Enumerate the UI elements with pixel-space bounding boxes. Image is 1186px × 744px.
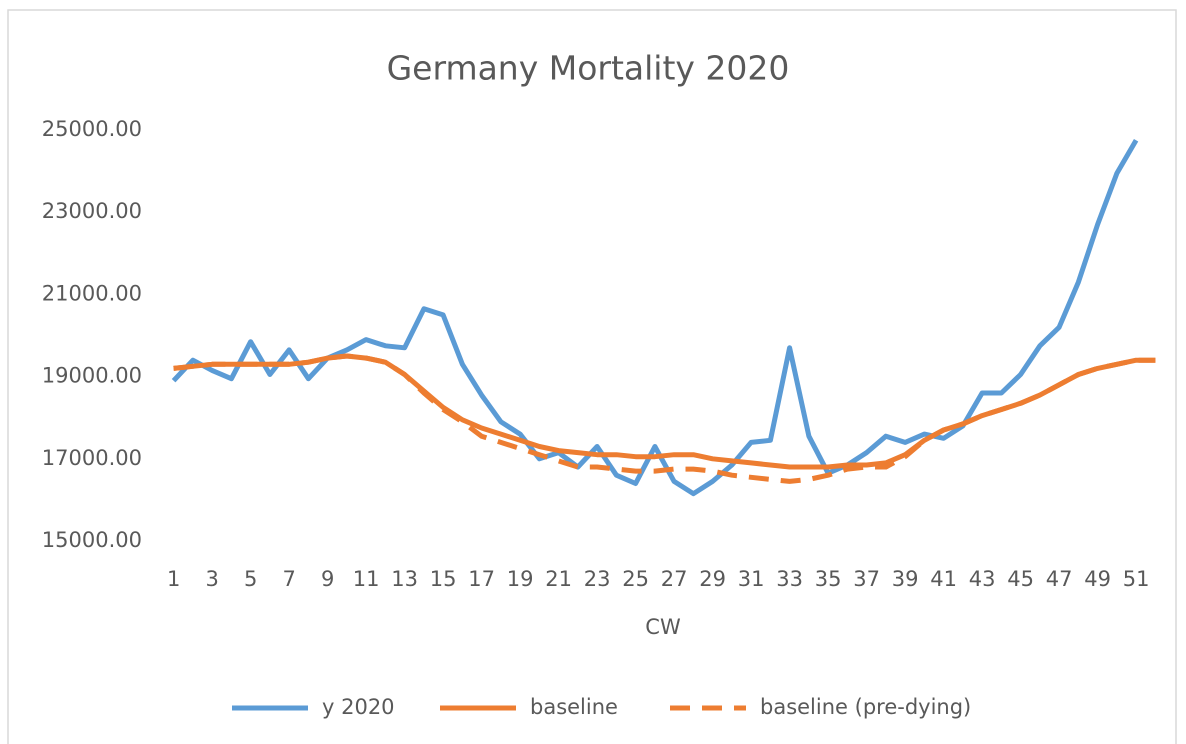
x-tick-label: 41 xyxy=(930,567,957,591)
x-tick-label: 25 xyxy=(622,567,649,591)
chart-title: Germany Mortality 2020 xyxy=(387,49,790,88)
x-tick-label: 49 xyxy=(1084,567,1111,591)
x-tick-label: 5 xyxy=(244,567,257,591)
y-tick-label: 19000.00 xyxy=(42,364,142,388)
x-tick-label: 37 xyxy=(853,567,880,591)
legend-label: y 2020 xyxy=(322,695,395,719)
x-tick-label: 1 xyxy=(167,567,180,591)
x-tick-label: 19 xyxy=(507,567,534,591)
x-tick-label: 21 xyxy=(545,567,572,591)
y-tick-label: 15000.00 xyxy=(42,528,142,552)
y-tick-label: 17000.00 xyxy=(42,446,142,470)
x-tick-label: 13 xyxy=(391,567,418,591)
x-tick-label: 7 xyxy=(282,567,295,591)
y-tick-label: 25000.00 xyxy=(42,117,142,141)
x-tick-label: 39 xyxy=(892,567,919,591)
x-tick-label: 27 xyxy=(661,567,688,591)
x-tick-label: 47 xyxy=(1046,567,1073,591)
y-tick-label: 21000.00 xyxy=(42,281,142,305)
x-tick-label: 51 xyxy=(1123,567,1150,591)
x-tick-label: 31 xyxy=(738,567,765,591)
x-tick-label: 29 xyxy=(699,567,726,591)
x-tick-label: 45 xyxy=(1007,567,1034,591)
x-tick-label: 35 xyxy=(815,567,842,591)
series-line xyxy=(173,353,1156,484)
legend-label: baseline xyxy=(530,695,618,719)
x-tick-label: 33 xyxy=(776,567,803,591)
x-tick-label: 9 xyxy=(321,567,334,591)
x-tick-label: 3 xyxy=(205,567,218,591)
x-tick-label: 15 xyxy=(430,567,457,591)
x-tick-label: 23 xyxy=(584,567,611,591)
legend-label: baseline (pre-dying) xyxy=(760,695,971,719)
x-tick-label: 11 xyxy=(353,567,380,591)
x-tick-label: 17 xyxy=(468,567,495,591)
y-tick-label: 23000.00 xyxy=(42,199,142,223)
x-axis-label: CW xyxy=(645,615,681,639)
x-tick-label: 43 xyxy=(969,567,996,591)
chart-frame xyxy=(7,9,1177,744)
